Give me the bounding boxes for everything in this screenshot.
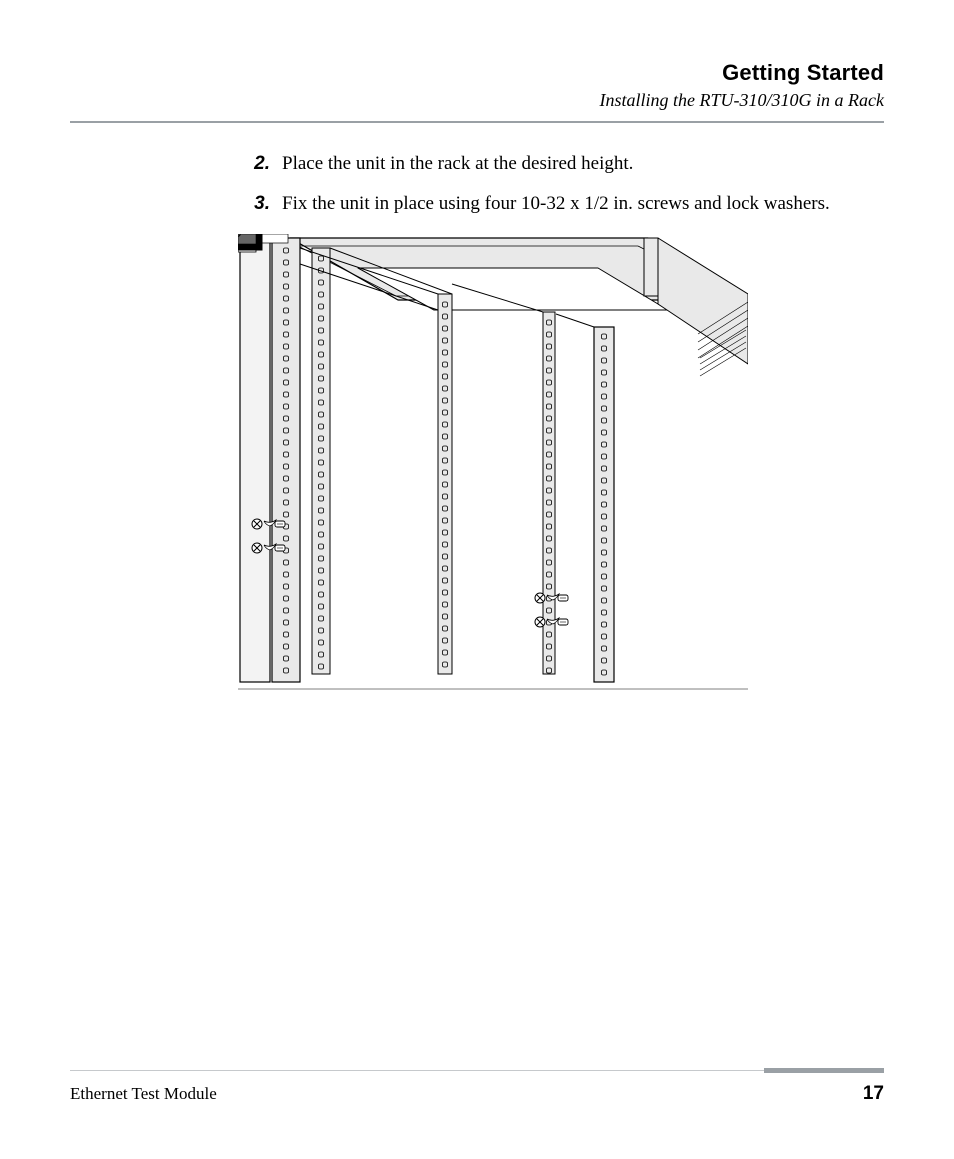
footer-line: Ethernet Test Module 17 [70, 1083, 884, 1105]
footer-rule [70, 1069, 884, 1073]
step-text: Fix the unit in place using four 10-32 x… [282, 191, 830, 217]
page: Getting Started Installing the RTU-310/3… [0, 0, 954, 1159]
step-3: 3. Fix the unit in place using four 10-3… [238, 191, 884, 217]
step-number: 3. [238, 193, 270, 215]
header-rule [70, 121, 884, 123]
subsection-title: Installing the RTU-310/310G in a Rack [70, 90, 884, 111]
section-title: Getting Started [70, 60, 884, 86]
rack-diagram-svg [238, 234, 748, 690]
page-header: Getting Started Installing the RTU-310/3… [70, 60, 884, 111]
rack-illustration [238, 234, 884, 695]
steps-list: 2. Place the unit in the rack at the des… [70, 151, 884, 216]
footer-rule-thin [70, 1070, 884, 1071]
page-number: 17 [863, 1083, 884, 1105]
step-text: Place the unit in the rack at the desire… [282, 151, 633, 177]
step-2: 2. Place the unit in the rack at the des… [238, 151, 884, 177]
footer-rule-thick [764, 1068, 884, 1073]
footer-doc-title: Ethernet Test Module [70, 1084, 217, 1104]
step-number: 2. [238, 153, 270, 175]
page-footer: Ethernet Test Module 17 [70, 1069, 884, 1105]
